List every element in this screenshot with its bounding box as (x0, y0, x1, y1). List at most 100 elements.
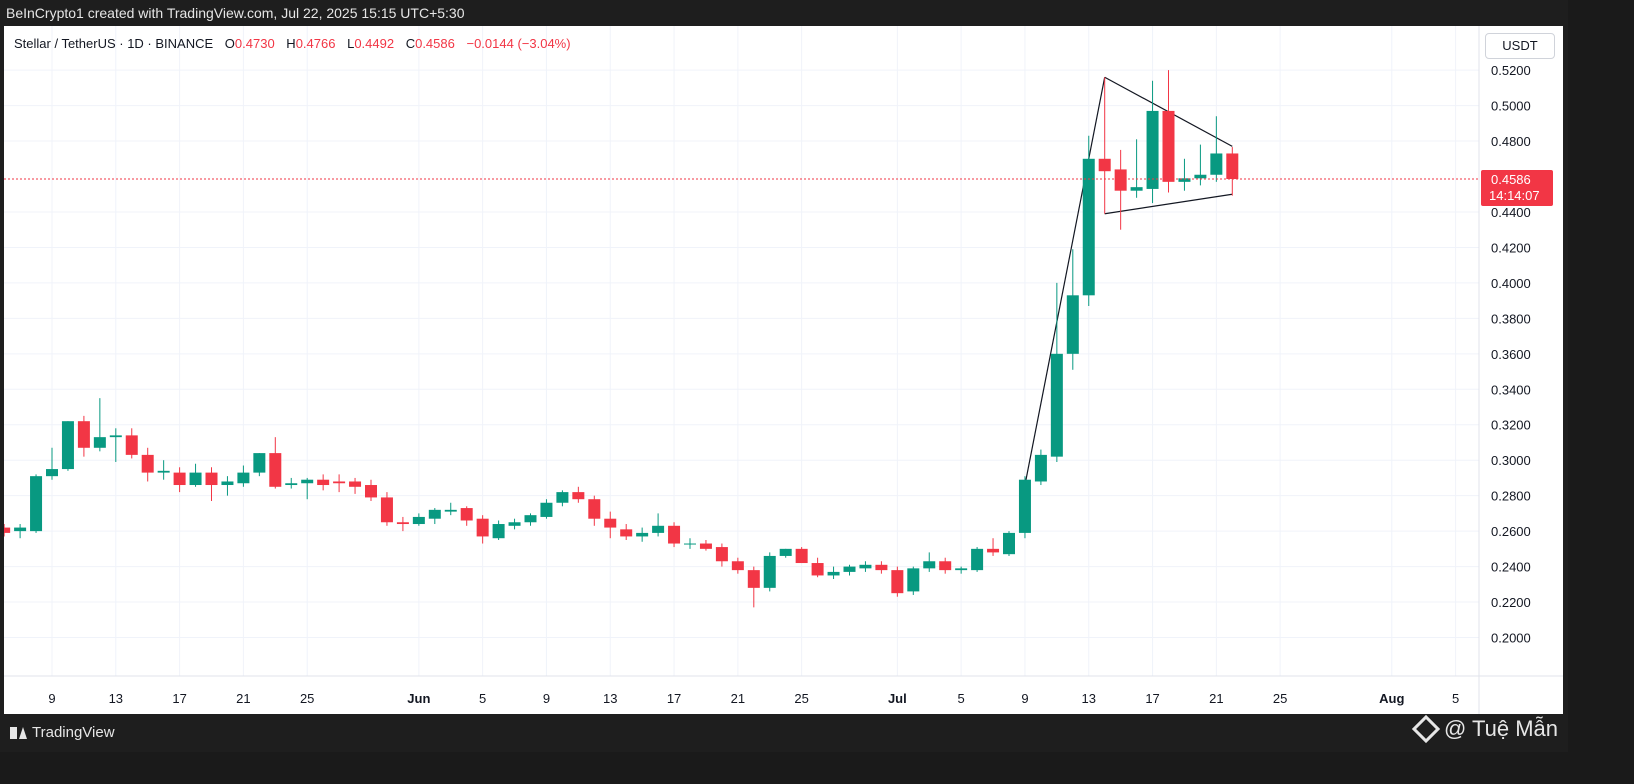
candle-body (907, 568, 920, 592)
tradingview-logo[interactable]: TradingView (10, 724, 115, 741)
candle (699, 539, 712, 551)
price-tick-label: 0.2000 (1491, 631, 1531, 646)
price-tick-label: 0.3600 (1491, 347, 1531, 362)
time-tick-label: 17 (172, 691, 186, 706)
price-tick-label: 0.4400 (1491, 205, 1531, 220)
candles (4, 70, 1239, 608)
candle (157, 460, 170, 480)
candle-body (30, 476, 43, 532)
close-label: C (405, 36, 416, 51)
time-tick-label: 9 (543, 691, 550, 706)
candle (572, 486, 585, 503)
candle (1034, 449, 1047, 486)
time-tick-label: Jul (888, 691, 907, 706)
candle (1050, 282, 1063, 462)
time-axis[interactable]: 9 13 17 21 25 Jun 5 9 13 17 21 25 Jul 5 9 13 17 21 25 Aug 5 (48, 691, 1459, 706)
candle-body (1050, 353, 1063, 457)
chart-panel[interactable]: 0.2000 0.2200 0.2400 0.2600 0.2800 0.3000 0.32… (4, 26, 1563, 714)
candle-body (14, 527, 27, 532)
snapshot-caption-bar: BeInCrypto1 created with TradingView.com… (0, 0, 1568, 26)
candle (620, 524, 633, 540)
close-value: 0.4586 (415, 36, 455, 51)
candle-body (333, 481, 346, 484)
candle-body (1210, 153, 1223, 175)
candle-body (731, 561, 744, 571)
candle (715, 543, 728, 567)
candlestick-chart[interactable]: 0.2000 0.2200 0.2400 0.2600 0.2800 0.3000 0.32… (4, 26, 1563, 714)
candle-body (109, 435, 122, 438)
last-price-value: 0.4586 (1491, 172, 1531, 187)
chart-window: BeInCrypto1 created with TradingView.com… (0, 0, 1568, 744)
candle-body (460, 508, 473, 521)
time-tick-label: 25 (1273, 691, 1287, 706)
candle-body (173, 472, 186, 486)
candle (61, 421, 74, 471)
price-tick-label: 0.3800 (1491, 311, 1531, 326)
candle (1018, 476, 1031, 539)
candle (1098, 77, 1111, 214)
time-tick-label: 17 (667, 691, 681, 706)
candle (4, 524, 11, 537)
candle (588, 495, 601, 526)
candle-body (237, 472, 250, 484)
time-tick-label: 9 (48, 691, 55, 706)
open-value: 0.4730 (234, 36, 275, 51)
candle (556, 490, 569, 507)
candle (604, 511, 617, 539)
candle (412, 513, 425, 526)
candle-body (1178, 178, 1191, 182)
candle-body (1082, 158, 1095, 296)
candle-body (189, 472, 202, 486)
candle-body (971, 548, 984, 571)
time-tick-label: Jun (407, 691, 430, 706)
high-label: H (286, 36, 296, 51)
candle (1082, 135, 1095, 306)
candle-countdown: 14:14:07 (1489, 188, 1540, 203)
candle-body (747, 570, 760, 588)
candle (444, 502, 457, 516)
flag-lower-line[interactable] (1104, 193, 1233, 215)
low-label: L (347, 36, 355, 51)
candle-body (365, 485, 377, 498)
candle (731, 557, 744, 574)
currency-button[interactable]: USDT (1485, 33, 1555, 59)
candle-body (636, 532, 649, 537)
price-axis[interactable]: 0.2000 0.2200 0.2400 0.2600 0.2800 0.3000 0.32… (1491, 63, 1531, 645)
candle (125, 428, 138, 459)
candle-body (1146, 110, 1159, 189)
price-tick-label: 0.2400 (1491, 560, 1531, 575)
candle-body (779, 548, 792, 556)
time-tick-label: 25 (794, 691, 808, 706)
candle (109, 428, 122, 462)
candle-body (205, 472, 218, 486)
candle (317, 474, 330, 491)
time-tick-label: 5 (958, 691, 965, 706)
symbol-legend: Stellar / TetherUS · 1D · BINANCE O0.473… (14, 36, 571, 51)
candle-body (285, 483, 298, 486)
candle-body (396, 522, 409, 525)
candle (1178, 158, 1191, 191)
candle-body (1098, 158, 1111, 172)
candle (269, 437, 282, 489)
price-tick-label: 0.3200 (1491, 418, 1531, 433)
symbol-title[interactable]: Stellar / TetherUS · 1D · BINANCE (14, 36, 214, 51)
tradingview-logo-text: TradingView (32, 724, 115, 741)
grid-lines (4, 26, 1563, 714)
candle-body (556, 492, 569, 503)
candle (508, 518, 521, 530)
candle-body (492, 524, 505, 539)
candle-body (1226, 153, 1239, 180)
candle (1114, 149, 1127, 230)
candle (349, 477, 362, 494)
candle (285, 477, 298, 489)
candle-body (859, 564, 872, 569)
candle (428, 508, 441, 525)
candle (540, 499, 553, 519)
price-tick-label: 0.3400 (1491, 382, 1531, 397)
candle-body (540, 502, 553, 517)
candle (237, 465, 250, 487)
candle-body (269, 453, 282, 487)
flagpole-line[interactable] (1024, 77, 1106, 486)
candle-body (125, 435, 138, 455)
candle (747, 566, 760, 608)
